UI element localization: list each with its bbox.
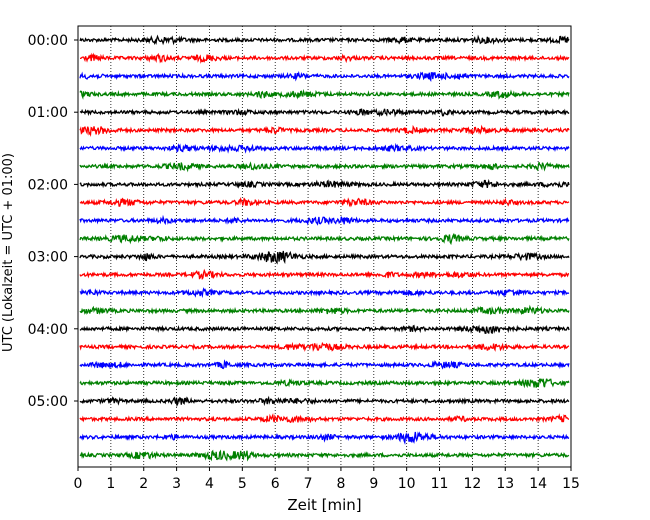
trace-row-19: [79, 377, 570, 389]
x-tick-label-13: 13: [496, 476, 514, 492]
trace-row-23: [79, 449, 570, 462]
x-tick-label-4: 4: [205, 476, 214, 492]
trace-row-22: [79, 431, 570, 445]
ticks-layer: 0 1 2 3 4 5 6 7 8 9 10 11 12 13 14 1500:0001:0002:0003:…: [28, 33, 580, 492]
x-tick-label-2: 2: [139, 476, 148, 492]
y-tick-label-02:00: 02:00: [28, 177, 68, 193]
trace-row-9: [79, 197, 570, 208]
trace-row-6: [79, 142, 570, 154]
x-tick-label-15: 15: [562, 476, 580, 492]
trace-row-8: [79, 178, 570, 189]
x-tick-label-12: 12: [463, 476, 481, 492]
x-tick-label-5: 5: [238, 476, 247, 492]
trace-row-11: [79, 232, 570, 246]
trace-row-13: [79, 268, 570, 280]
trace-row-4: [79, 107, 570, 118]
y-tick-label-01:00: 01:00: [28, 105, 68, 121]
traces-layer: [79, 34, 570, 462]
trace-row-15: [79, 304, 570, 316]
y-tick-label-03:00: 03:00: [28, 250, 68, 266]
trace-row-7: [79, 161, 570, 173]
x-tick-label-9: 9: [369, 476, 378, 492]
trace-row-16: [79, 324, 570, 335]
x-tick-label-0: 0: [74, 476, 83, 492]
trace-row-17: [79, 341, 570, 352]
x-tick-label-6: 6: [271, 476, 280, 492]
y-tick-label-05:00: 05:00: [28, 394, 68, 410]
trace-row-2: [79, 70, 570, 83]
trace-row-3: [79, 88, 570, 100]
x-tick-label-11: 11: [431, 476, 449, 492]
trace-row-10: [79, 214, 570, 226]
x-tick-label-8: 8: [336, 476, 345, 492]
trace-row-18: [79, 359, 570, 370]
y-axis-label: UTC (Lokalzeit = UTC + 01:00): [1, 153, 16, 352]
trace-row-0: [79, 34, 570, 46]
trace-row-12: [79, 250, 570, 265]
y-tick-label-04:00: 04:00: [28, 322, 68, 338]
x-tick-label-10: 10: [398, 476, 416, 492]
x-axis-label: Zeit [min]: [287, 496, 361, 514]
trace-row-14: [79, 287, 570, 299]
x-tick-label-1: 1: [106, 476, 115, 492]
y-tick-label-00:00: 00:00: [28, 33, 68, 49]
x-tick-label-3: 3: [172, 476, 181, 492]
trace-row-20: [79, 395, 570, 408]
trace-row-21: [79, 412, 569, 424]
trace-row-5: [79, 124, 570, 138]
x-tick-label-14: 14: [529, 476, 547, 492]
trace-row-1: [80, 52, 570, 64]
plot-frame: [77, 25, 572, 468]
x-tick-label-7: 7: [304, 476, 313, 492]
